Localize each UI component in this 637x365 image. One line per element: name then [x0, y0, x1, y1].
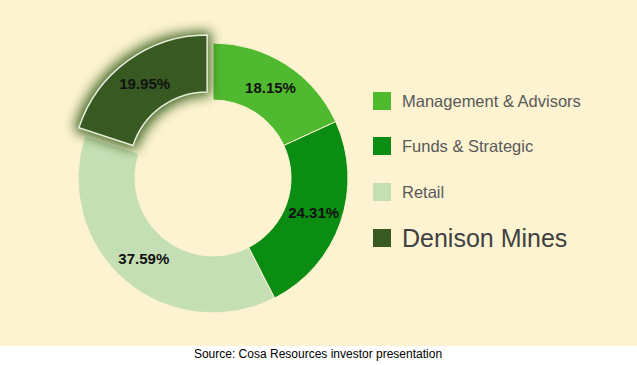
chart-svg: 18.15% 24.31% 37.59% 19.95% Management & Adv… — [0, 0, 637, 365]
slices — [78, 35, 348, 313]
legend-swatch — [373, 229, 391, 247]
legend-label: Management & Advisors — [402, 92, 581, 110]
legend-swatch — [373, 92, 391, 110]
data-label: 37.59% — [118, 250, 169, 267]
data-label: 24.31% — [288, 204, 339, 221]
legend: Management & Advisors Funds & Strategic Re… — [373, 92, 581, 252]
donut-slice — [249, 122, 348, 298]
slice-glow — [79, 35, 207, 146]
donut-slice — [79, 35, 207, 146]
source-note: Source: Cosa Resources investor presenta… — [194, 347, 442, 361]
data-labels: 18.15% 24.31% 37.59% 19.95% — [118, 75, 339, 267]
legend-label: Funds & Strategic — [402, 137, 533, 155]
donut-slice — [78, 136, 275, 313]
chart-background — [0, 0, 637, 346]
data-label: 19.95% — [119, 75, 170, 92]
legend-swatch — [373, 137, 391, 155]
legend-label: Retail — [402, 183, 444, 201]
legend-label: Denison Mines — [402, 224, 567, 252]
chart-container: 18.15% 24.31% 37.59% 19.95% Management & Adv… — [0, 0, 637, 365]
data-label: 18.15% — [245, 79, 296, 96]
legend-swatch — [373, 183, 391, 201]
